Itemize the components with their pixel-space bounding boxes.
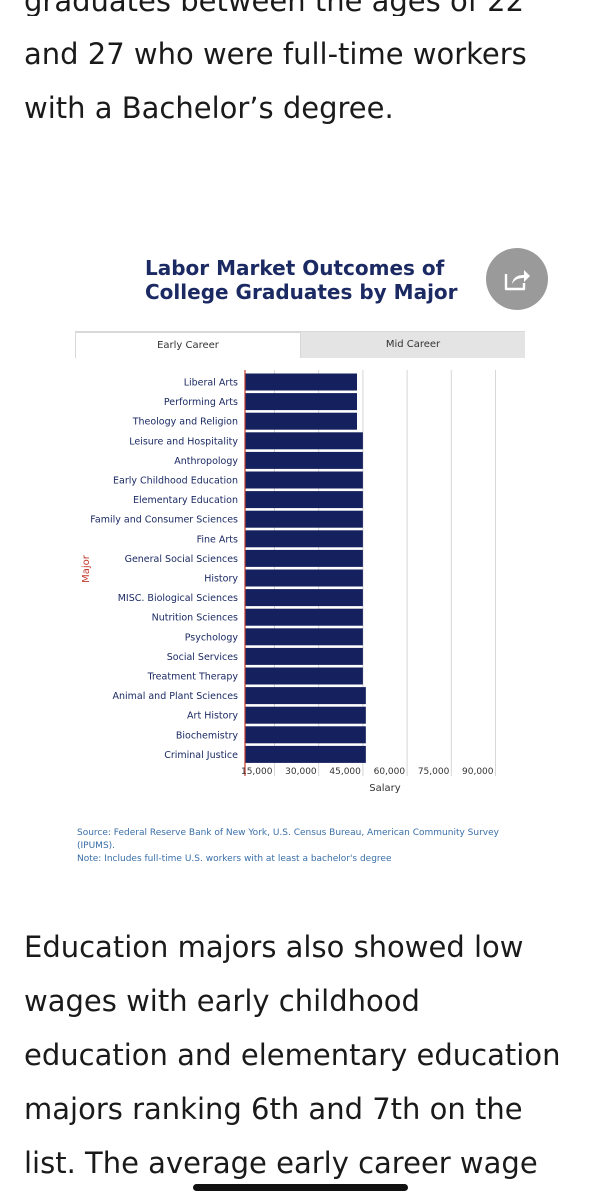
article-paragraph-2: Education majors also showed low wages w… [24, 920, 584, 1190]
category-label: Theology and Religion [132, 417, 238, 428]
bar [245, 745, 366, 763]
bar [245, 491, 363, 509]
category-label: Anthropology [174, 456, 238, 467]
bar [245, 373, 357, 391]
bar [245, 628, 363, 646]
paragraph-line: wages with early childhood [24, 984, 420, 1018]
cut-off-text-line: graduates between the ages of 22 [24, 0, 564, 16]
x-tick-label: 45,000 [329, 767, 361, 777]
bar [245, 549, 363, 567]
bar [245, 412, 357, 430]
category-label: Liberal Arts [184, 378, 238, 389]
category-label: Nutrition Sciences [152, 613, 238, 624]
paragraph-line: and 27 who were full-time workers [24, 37, 527, 71]
x-tick-label: 60,000 [374, 767, 406, 777]
article-paragraph-1: and 27 who were full-time workers with a… [24, 27, 584, 135]
paragraph-line: education and elementary education [24, 1038, 561, 1072]
bar [245, 569, 363, 587]
category-label: History [204, 574, 238, 585]
category-label: MISC. Biological Sciences [118, 593, 238, 604]
category-label: Psychology [185, 632, 239, 643]
bar [245, 647, 363, 665]
category-label: Biochemistry [176, 730, 239, 741]
career-tabs: Early Career Mid Career [75, 331, 525, 358]
y-axis-title: Major [81, 554, 92, 583]
share-icon [504, 270, 530, 291]
bar [245, 608, 363, 626]
tab-mid-career[interactable]: Mid Career [385, 339, 441, 350]
category-label: General Social Sciences [125, 554, 238, 565]
category-label: Early Childhood Education [113, 476, 238, 487]
chart-title-line: College Graduates by Major [145, 280, 458, 304]
paragraph-line: Education majors also showed low [24, 930, 524, 964]
paragraph-line: list. The average early career wage [24, 1146, 538, 1180]
x-tick-label: 15,000 [241, 767, 273, 777]
share-button[interactable] [486, 248, 548, 310]
bar [245, 510, 363, 528]
category-label: Elementary Education [133, 495, 238, 506]
chart-title: Labor Market Outcomes of College Graduat… [145, 256, 458, 304]
x-tick-label: 90,000 [462, 767, 494, 777]
category-label: Treatment Therapy [147, 672, 239, 683]
category-label: Performing Arts [164, 397, 238, 408]
category-label: Family and Consumer Sciences [90, 515, 238, 526]
bar [245, 451, 363, 469]
bar [245, 706, 366, 724]
paragraph-line: with a Bachelor’s degree. [24, 91, 394, 125]
category-label: Animal and Plant Sciences [112, 691, 238, 702]
category-label: Art History [187, 711, 238, 722]
chart-notes: Source: Federal Reserve Bank of New York… [77, 827, 537, 866]
bar [245, 687, 366, 705]
source-note: Source: Federal Reserve Bank of New York… [77, 828, 499, 851]
bar [245, 530, 363, 548]
x-tick-label: 30,000 [285, 767, 317, 777]
tab-early-career[interactable]: Early Career [75, 332, 301, 358]
category-label: Leisure and Hospitality [129, 436, 238, 447]
category-label: Social Services [167, 652, 238, 663]
bar [245, 471, 363, 489]
bar [245, 393, 357, 411]
home-indicator [193, 1184, 408, 1191]
footnote: Note: Includes full-time U.S. workers wi… [77, 854, 392, 864]
bar [245, 432, 363, 450]
paragraph-line: majors ranking 6th and 7th on the [24, 1092, 523, 1126]
x-tick-label: 75,000 [418, 767, 450, 777]
bar-chart: Liberal Arts Performing Arts Theology and … [81, 370, 497, 794]
bar [245, 726, 366, 744]
chart-title-line: Labor Market Outcomes of [145, 256, 445, 280]
category-label: Fine Arts [197, 534, 238, 545]
category-label: Criminal Justice [164, 750, 238, 761]
x-axis-title: Salary [369, 783, 400, 794]
bar [245, 667, 363, 685]
bar [245, 589, 363, 607]
